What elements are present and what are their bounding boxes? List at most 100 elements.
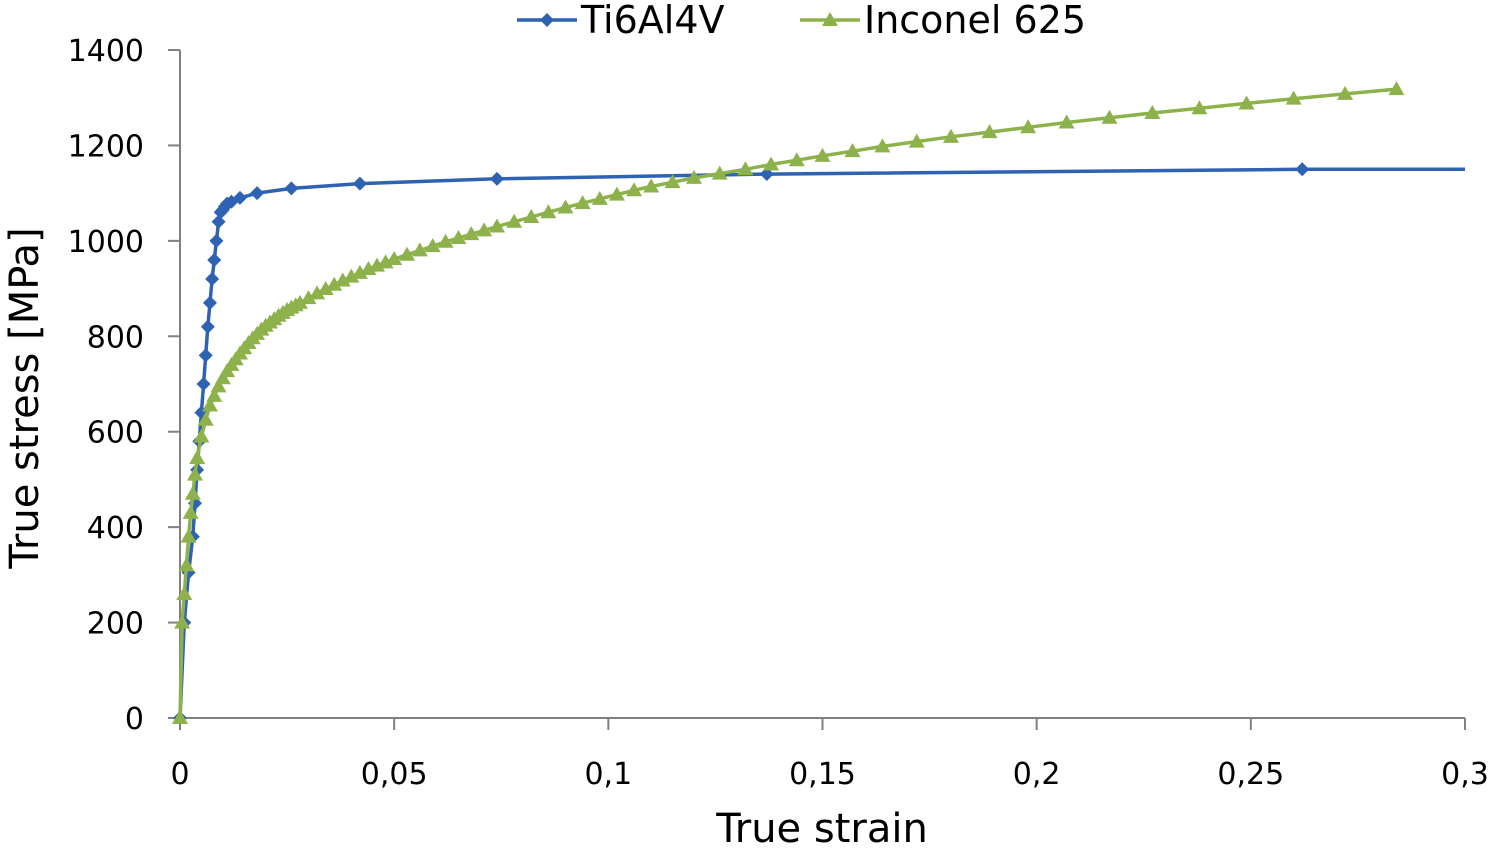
data-point — [1337, 85, 1354, 100]
data-point — [488, 218, 505, 233]
data-point — [943, 128, 959, 143]
x-tick-label: 0,3 — [1441, 757, 1489, 792]
data-point — [182, 504, 199, 519]
data-point — [1295, 162, 1310, 177]
data-point — [351, 264, 368, 279]
data-point — [1144, 104, 1161, 119]
series-layer — [172, 81, 1465, 725]
x-tick-label: 0,2 — [1013, 757, 1061, 792]
data-point — [1058, 114, 1075, 129]
y-tick-label: 0 — [125, 702, 144, 737]
x-tick-label: 0,1 — [584, 757, 632, 792]
data-point — [399, 246, 416, 261]
y-axis-ticks: 0 200 400 600 800 1000 1200 1400 — [68, 34, 180, 737]
data-point — [763, 156, 780, 171]
legend-item-0: Ti6Al4V — [517, 0, 725, 42]
x-tick-label: 0,15 — [789, 757, 856, 792]
data-point — [189, 449, 206, 464]
legend: Ti6Al4V Inconel 625 — [517, 0, 1086, 42]
data-point — [343, 268, 360, 283]
y-tick-label: 800 — [87, 320, 144, 355]
series-1 — [172, 81, 1405, 724]
data-point — [591, 190, 608, 205]
data-point — [206, 387, 223, 402]
data-point — [214, 370, 231, 385]
data-point — [981, 124, 998, 139]
data-point — [506, 213, 523, 228]
data-point — [463, 226, 480, 241]
data-point — [300, 290, 317, 305]
data-point — [193, 428, 210, 443]
y-tick-label: 200 — [87, 607, 144, 642]
data-point — [334, 272, 351, 287]
data-point — [476, 222, 493, 237]
data-point — [1191, 100, 1208, 115]
data-point — [186, 466, 203, 481]
data-point — [874, 138, 891, 153]
data-point — [424, 238, 441, 253]
data-point — [1388, 81, 1405, 96]
data-point — [178, 557, 195, 572]
x-tick-label: 0,05 — [361, 757, 428, 792]
data-point — [523, 209, 540, 223]
data-point — [643, 178, 660, 193]
x-axis-ticks: 0 0,05 0,1 0,15 0,2 0,25 0,3 — [170, 718, 1489, 792]
data-point — [202, 295, 217, 310]
data-point — [1020, 119, 1037, 134]
data-point — [1238, 95, 1255, 110]
y-tick-label: 1400 — [68, 34, 144, 69]
data-point — [386, 250, 403, 265]
data-point — [198, 348, 213, 363]
data-point — [209, 233, 224, 248]
data-point — [172, 710, 188, 724]
data-point — [626, 182, 643, 197]
y-tick-label: 400 — [87, 511, 144, 546]
data-point — [686, 169, 702, 184]
data-point — [664, 174, 681, 189]
data-point — [437, 233, 454, 248]
series-line — [178, 167, 1465, 719]
data-point — [608, 186, 625, 201]
data-point — [574, 195, 591, 210]
data-point — [205, 272, 220, 287]
data-point — [184, 485, 201, 500]
data-point — [759, 167, 774, 182]
data-point — [711, 165, 728, 180]
data-point — [291, 294, 308, 309]
data-point — [284, 181, 299, 196]
data-point — [232, 190, 247, 205]
data-point — [250, 186, 265, 201]
data-point — [317, 281, 334, 296]
legend-item-1: Inconel 625 — [800, 0, 1086, 42]
data-point — [174, 614, 191, 629]
data-point — [557, 199, 574, 214]
y-axis-title: True stress [MPa] — [2, 227, 48, 569]
legend-label: Ti6Al4V — [580, 0, 725, 42]
series-0 — [173, 162, 1465, 725]
data-point — [180, 528, 197, 543]
data-point — [201, 397, 218, 412]
data-point — [411, 242, 428, 257]
data-point — [196, 377, 211, 391]
data-point — [1101, 109, 1118, 124]
data-point — [352, 176, 367, 191]
data-point — [197, 411, 214, 426]
data-point — [309, 285, 326, 300]
x-tick-label: 0 — [170, 757, 189, 792]
data-point — [540, 204, 557, 219]
x-axis-title: True strain — [715, 806, 928, 848]
data-point — [788, 152, 805, 167]
data-point — [844, 143, 861, 158]
legend-marker — [822, 12, 838, 26]
data-point — [450, 229, 467, 244]
y-tick-label: 1000 — [68, 225, 144, 260]
data-point — [176, 585, 193, 600]
x-tick-label: 0,25 — [1217, 757, 1284, 792]
data-point — [814, 147, 831, 162]
data-point — [489, 171, 504, 186]
data-point — [210, 378, 227, 393]
data-point — [737, 161, 754, 176]
y-tick-label: 600 — [87, 416, 144, 451]
data-point — [211, 214, 226, 229]
